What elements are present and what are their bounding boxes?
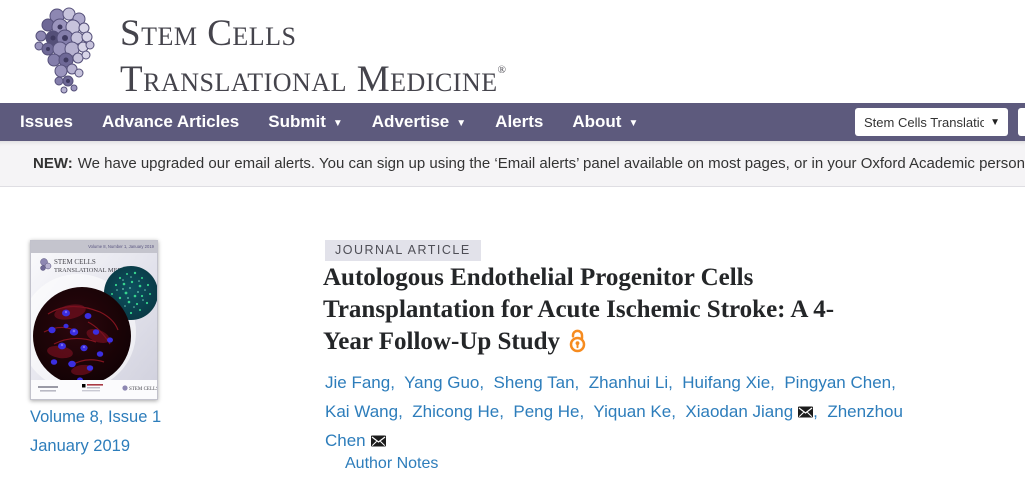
nav-item-issues[interactable]: Issues (20, 112, 73, 131)
author-link[interactable]: Huifang Xie (682, 373, 771, 392)
author-link[interactable]: Sheng Tan (493, 373, 575, 392)
envelope-icon[interactable] (798, 406, 814, 418)
author-list: Jie Fang, Yang Guo, Sheng Tan, Zhanhui L… (325, 373, 903, 450)
chevron-down-icon: ▼ (332, 118, 343, 129)
journal-select-dropdown[interactable]: Stem Cells Translational M ▼ (855, 108, 1008, 136)
registered-mark: ® (497, 64, 506, 76)
open-access-icon[interactable] (566, 328, 589, 353)
banner-message: We have upgraded our email alerts. You c… (77, 155, 1025, 172)
author-link[interactable]: Pingyan Chen (784, 373, 892, 392)
author-link[interactable]: Zhicong He (412, 402, 500, 421)
issue-volume-link[interactable]: Volume 8, Issue 1 (30, 408, 162, 426)
journal-select-value: Stem Cells Translational M (864, 114, 985, 130)
issue-date-link[interactable]: January 2019 (30, 437, 130, 455)
site-header: Stem Cells Translational Medicine® (0, 0, 1025, 103)
author-notes-link[interactable]: Author Notes (345, 455, 439, 472)
article-title: Autologous Endothelial Progenitor Cells … (323, 262, 883, 358)
author-link[interactable]: Jie Fang (325, 373, 391, 392)
nav-item-submit[interactable]: Submit ▼ (268, 112, 343, 131)
search-input[interactable] (1018, 108, 1025, 136)
journal-logo-text: Stem Cells Translational Medicine® (120, 13, 506, 100)
stem-cells-logo-icon (34, 7, 95, 94)
issue-caption: Volume 8, Issue 1 January 2019 (30, 403, 161, 461)
envelope-icon[interactable] (370, 435, 386, 447)
author-link[interactable]: Xiaodan Jiang (685, 402, 794, 421)
nav-item-alerts[interactable]: Alerts (495, 112, 544, 131)
main-nav: Issues Advance Articles Submit ▼ Advertise ▼ A… (0, 103, 1025, 141)
author-link[interactable]: Kai Wang (325, 402, 399, 421)
chevron-down-icon: ▼ (990, 116, 1000, 128)
chevron-down-icon: ▼ (628, 118, 639, 129)
nav-item-about[interactable]: About ▼ (572, 112, 639, 131)
banner-new-label: NEW: (33, 155, 73, 172)
email-alerts-banner: NEW: We have upgraded our email alerts. … (0, 141, 1025, 187)
author-link[interactable]: Yang Guo (404, 373, 480, 392)
svg-text:STEM CELLS: STEM CELLS (54, 258, 96, 266)
author-link[interactable]: Zhanhui Li (588, 373, 669, 392)
issue-cover-link[interactable]: Volume 8, Number 1, January 2019 STEM CE… (20, 240, 159, 400)
main-nav-items: Issues Advance Articles Submit ▼ Advertise ▼ A… (20, 112, 667, 132)
svg-text:STEM CELLS: STEM CELLS (129, 387, 158, 392)
nav-item-advertise[interactable]: Advertise ▼ (371, 112, 467, 131)
author-link[interactable]: Peng He (513, 402, 580, 421)
nav-item-advance-articles[interactable]: Advance Articles (101, 112, 240, 131)
svg-text:Volume 8, Number 1, January 20: Volume 8, Number 1, January 2019 (88, 244, 155, 249)
journal-cover-image: Volume 8, Number 1, January 2019 STEM CE… (20, 240, 159, 400)
svg-text:TRANSLATIONAL MEDICINE: TRANSLATIONAL MEDICINE (54, 267, 139, 274)
author-link[interactable]: Zhenzhou Chen (325, 402, 903, 450)
author-link[interactable]: Yiquan Ke (593, 402, 672, 421)
chevron-down-icon: ▼ (456, 118, 467, 129)
article-type-badge: JOURNAL ARTICLE (325, 240, 481, 261)
article-title-text: Autologous Endothelial Progenitor Cells … (323, 264, 835, 355)
journal-logo-link[interactable]: Stem Cells Translational Medicine® (26, 5, 506, 98)
